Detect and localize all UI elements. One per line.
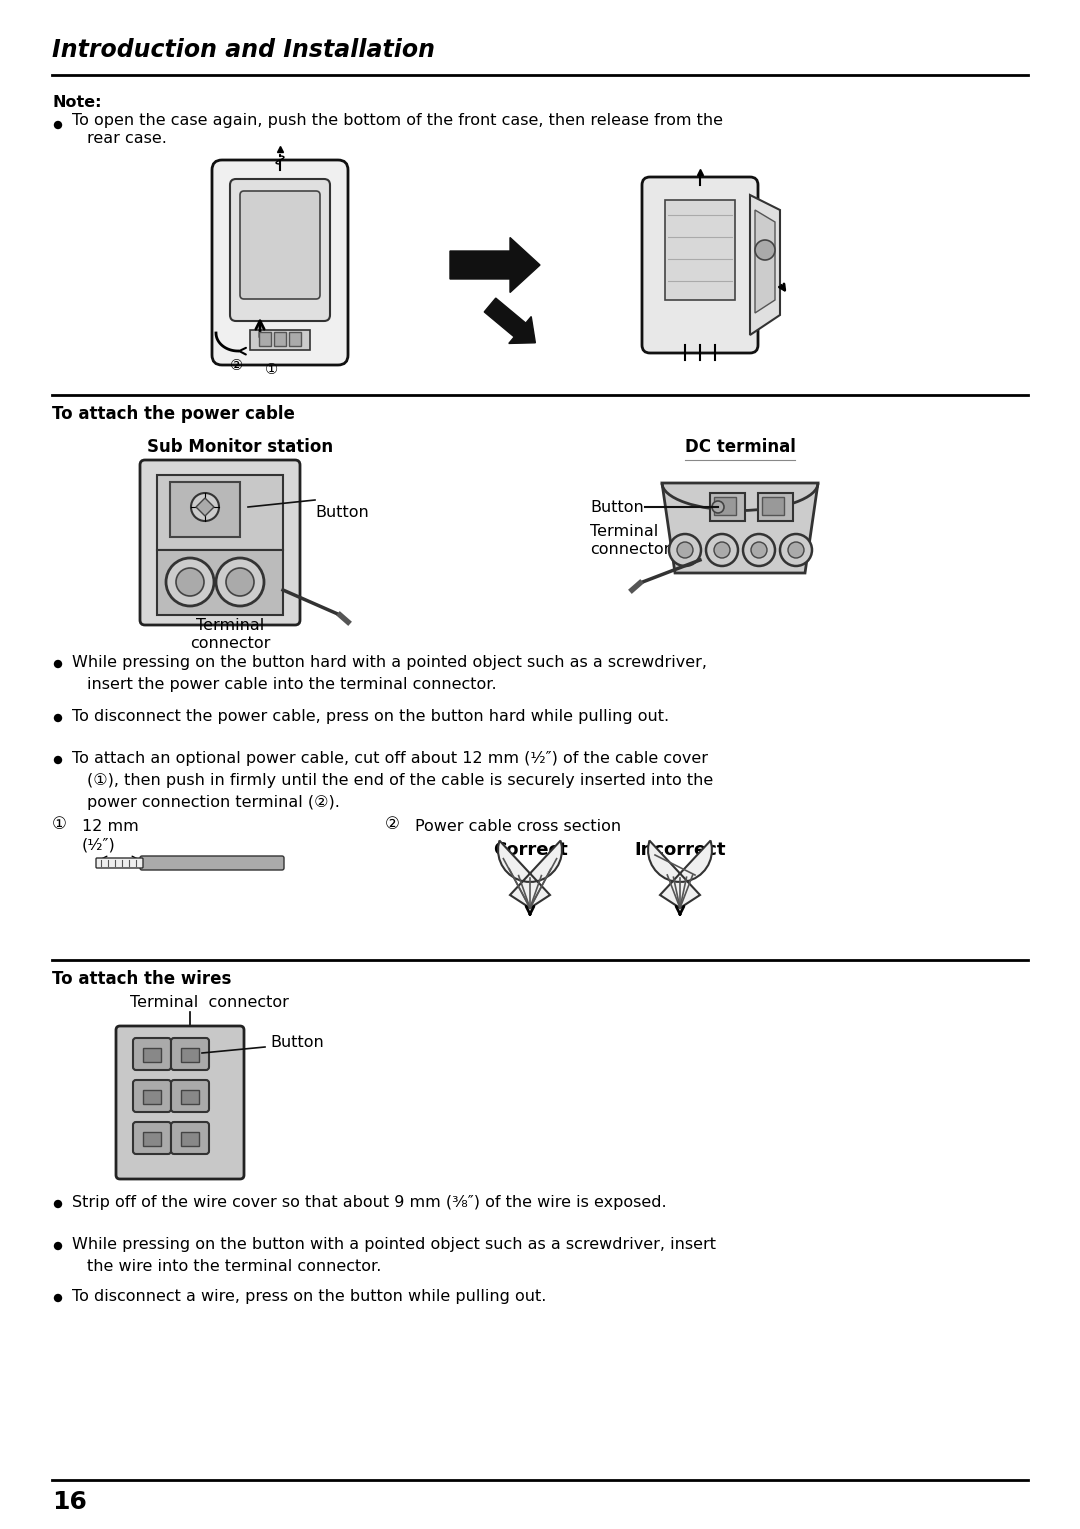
Bar bbox=[143, 1090, 161, 1104]
Text: Strip off of the wire cover so that about 9 mm (³⁄₈″) of the wire is exposed.: Strip off of the wire cover so that abou… bbox=[72, 1196, 666, 1209]
Text: ②: ② bbox=[384, 815, 400, 833]
FancyBboxPatch shape bbox=[140, 460, 300, 625]
FancyBboxPatch shape bbox=[133, 1122, 171, 1154]
FancyBboxPatch shape bbox=[230, 179, 330, 321]
Circle shape bbox=[669, 534, 701, 566]
Bar bbox=[143, 1131, 161, 1147]
Text: To disconnect the power cable, press on the button hard while pulling out.: To disconnect the power cable, press on … bbox=[72, 709, 670, 725]
Text: Introduction and Installation: Introduction and Installation bbox=[52, 38, 435, 63]
FancyArrow shape bbox=[484, 298, 536, 344]
Bar bbox=[181, 1090, 199, 1104]
Circle shape bbox=[54, 1200, 62, 1208]
Circle shape bbox=[54, 1243, 62, 1249]
Polygon shape bbox=[498, 841, 562, 908]
Bar bbox=[710, 492, 745, 521]
Text: connector: connector bbox=[590, 541, 671, 557]
Text: Correct: Correct bbox=[492, 841, 567, 859]
Circle shape bbox=[226, 567, 254, 596]
Text: To disconnect a wire, press on the button while pulling out.: To disconnect a wire, press on the butto… bbox=[72, 1289, 546, 1304]
Text: While pressing on the button hard with a pointed object such as a screwdriver,: While pressing on the button hard with a… bbox=[72, 654, 707, 670]
Circle shape bbox=[751, 541, 767, 558]
Polygon shape bbox=[662, 483, 818, 573]
Circle shape bbox=[755, 240, 775, 260]
Bar bbox=[157, 476, 283, 550]
Circle shape bbox=[54, 1295, 62, 1301]
Circle shape bbox=[677, 541, 693, 558]
FancyBboxPatch shape bbox=[140, 856, 284, 870]
Text: To open the case again, push the bottom of the front case, then release from the: To open the case again, push the bottom … bbox=[72, 113, 723, 128]
Text: ②: ② bbox=[230, 358, 243, 373]
Text: Power cable cross section: Power cable cross section bbox=[415, 820, 621, 833]
Bar bbox=[758, 492, 793, 521]
FancyBboxPatch shape bbox=[240, 191, 320, 300]
Text: the wire into the terminal connector.: the wire into the terminal connector. bbox=[87, 1258, 381, 1274]
Text: Terminal  connector: Terminal connector bbox=[130, 995, 288, 1011]
Text: (①), then push in firmly until the end of the cable is securely inserted into th: (①), then push in firmly until the end o… bbox=[87, 774, 713, 787]
Bar bbox=[762, 497, 784, 515]
Circle shape bbox=[780, 534, 812, 566]
FancyBboxPatch shape bbox=[133, 1038, 171, 1070]
Bar bbox=[274, 332, 286, 346]
FancyBboxPatch shape bbox=[116, 1026, 244, 1179]
Circle shape bbox=[54, 661, 62, 668]
FancyBboxPatch shape bbox=[171, 1038, 210, 1070]
Circle shape bbox=[166, 558, 214, 605]
Bar bbox=[289, 332, 301, 346]
Text: connector: connector bbox=[190, 636, 270, 651]
FancyBboxPatch shape bbox=[171, 1079, 210, 1112]
Circle shape bbox=[788, 541, 804, 558]
Circle shape bbox=[54, 757, 62, 763]
FancyBboxPatch shape bbox=[96, 858, 143, 868]
FancyBboxPatch shape bbox=[133, 1079, 171, 1112]
Circle shape bbox=[54, 714, 62, 722]
Polygon shape bbox=[648, 841, 712, 908]
Polygon shape bbox=[755, 209, 775, 313]
Bar bbox=[157, 550, 283, 615]
Text: To attach an optional power cable, cut off about 12 mm (¹⁄₂″) of the cable cover: To attach an optional power cable, cut o… bbox=[72, 751, 708, 766]
Text: To attach the wires: To attach the wires bbox=[52, 969, 231, 988]
Bar bbox=[259, 332, 271, 346]
Text: Terminal: Terminal bbox=[195, 618, 265, 633]
Circle shape bbox=[743, 534, 775, 566]
FancyBboxPatch shape bbox=[212, 161, 348, 365]
Bar bbox=[181, 1131, 199, 1147]
Circle shape bbox=[54, 121, 62, 128]
Text: Note:: Note: bbox=[52, 95, 102, 110]
Text: 16: 16 bbox=[52, 1489, 86, 1514]
Bar bbox=[249, 330, 310, 350]
Circle shape bbox=[714, 541, 730, 558]
FancyBboxPatch shape bbox=[171, 1122, 210, 1154]
FancyArrow shape bbox=[450, 237, 540, 292]
Text: (¹⁄₂″): (¹⁄₂″) bbox=[82, 836, 116, 852]
Bar bbox=[170, 482, 240, 537]
Circle shape bbox=[191, 492, 219, 521]
FancyBboxPatch shape bbox=[642, 177, 758, 353]
Text: rear case.: rear case. bbox=[87, 131, 167, 145]
Polygon shape bbox=[750, 196, 780, 335]
Text: DC terminal: DC terminal bbox=[685, 437, 796, 456]
Circle shape bbox=[176, 567, 204, 596]
Bar bbox=[714, 497, 735, 515]
Bar bbox=[181, 1047, 199, 1063]
Text: ①: ① bbox=[52, 815, 67, 833]
Bar bbox=[665, 200, 735, 300]
Text: Button: Button bbox=[270, 1035, 324, 1050]
Circle shape bbox=[706, 534, 738, 566]
Text: To attach the power cable: To attach the power cable bbox=[52, 405, 295, 424]
Text: power connection terminal (②).: power connection terminal (②). bbox=[87, 795, 340, 810]
Text: Sub Monitor station: Sub Monitor station bbox=[147, 437, 333, 456]
Text: Incorrect: Incorrect bbox=[634, 841, 726, 859]
Text: ①: ① bbox=[265, 362, 279, 378]
Polygon shape bbox=[195, 498, 214, 515]
Text: Terminal: Terminal bbox=[590, 524, 658, 540]
Text: While pressing on the button with a pointed object such as a screwdriver, insert: While pressing on the button with a poin… bbox=[72, 1237, 716, 1252]
Circle shape bbox=[712, 502, 724, 514]
Text: insert the power cable into the terminal connector.: insert the power cable into the terminal… bbox=[87, 677, 497, 693]
Text: 12 mm: 12 mm bbox=[82, 820, 138, 833]
Circle shape bbox=[216, 558, 264, 605]
Bar bbox=[143, 1047, 161, 1063]
Text: Button: Button bbox=[315, 505, 368, 520]
Text: Button: Button bbox=[590, 500, 644, 515]
